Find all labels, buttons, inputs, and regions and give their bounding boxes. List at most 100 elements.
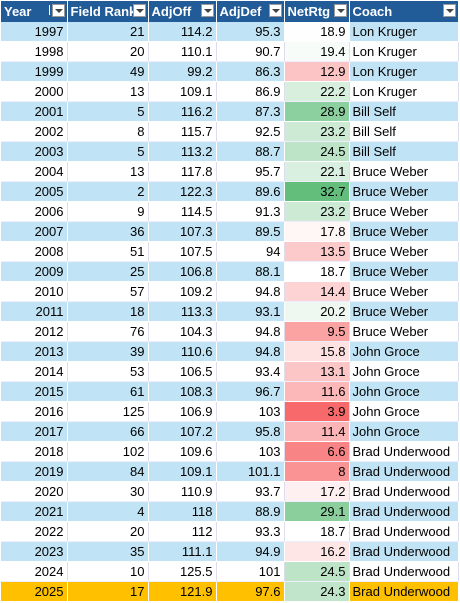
table-cell: Lon Kruger xyxy=(349,41,459,62)
table-row: 2022 20 112 93.3 18.7 Brad Underwood xyxy=(1,521,459,542)
table-row: 2014 53 106.5 93.4 13.1 John Groce xyxy=(1,361,459,382)
table-cell: 97.6 xyxy=(216,581,285,602)
table-cell: 2003 xyxy=(1,141,68,162)
filter-button[interactable] xyxy=(132,4,146,17)
header-label: NetRtg xyxy=(287,4,331,19)
table-cell: Bruce Weber xyxy=(349,161,459,182)
header-row: Year Field Rank AdjOff AdjDef NetRtg Coach xyxy=(1,1,459,22)
netrtg-cell: 12.9 xyxy=(284,61,350,82)
filter-button[interactable] xyxy=(200,4,214,17)
filter-button[interactable] xyxy=(442,4,456,17)
table-cell: 109.1 xyxy=(148,81,217,102)
table-cell: 89.5 xyxy=(216,221,285,242)
table-cell: Bruce Weber xyxy=(349,241,459,262)
column-header: Field Rank xyxy=(67,1,149,22)
table-cell: Brad Underwood xyxy=(349,481,459,502)
table-row: 2018 102 109.6 103 6.6 Brad Underwood xyxy=(1,441,459,462)
netrtg-cell: 18.9 xyxy=(284,22,350,42)
table-cell: 84 xyxy=(67,461,149,482)
table-cell: 94.9 xyxy=(216,541,285,562)
netrtg-cell: 29.1 xyxy=(284,501,350,522)
table-cell: 2017 xyxy=(1,421,68,442)
table-row: 2009 25 106.8 88.1 18.7 Bruce Weber xyxy=(1,261,459,282)
table-cell: Brad Underwood xyxy=(349,461,459,482)
netrtg-cell: 32.7 xyxy=(284,181,350,202)
table-cell: 106.5 xyxy=(148,361,217,382)
netrtg-cell: 15.8 xyxy=(284,341,350,362)
sort-indicator xyxy=(48,5,50,15)
table-cell: Bruce Weber xyxy=(349,281,459,302)
netrtg-cell: 14.4 xyxy=(284,281,350,302)
netrtg-cell: 18.7 xyxy=(284,521,350,542)
table-row: 2025 17 121.9 97.6 24.3 Brad Underwood xyxy=(1,581,459,602)
netrtg-cell: 6.6 xyxy=(284,441,350,462)
table-cell: 125 xyxy=(67,401,149,422)
table-cell: 86.9 xyxy=(216,81,285,102)
table-cell: 21 xyxy=(67,22,149,42)
table-cell: 108.3 xyxy=(148,381,217,402)
table-cell: 94.8 xyxy=(216,341,285,362)
table-cell: Brad Underwood xyxy=(349,541,459,562)
table-cell: 113.3 xyxy=(148,301,217,322)
table-cell: 2008 xyxy=(1,241,68,262)
table-cell: 57 xyxy=(67,281,149,302)
table-row: 2020 30 110.9 93.7 17.2 Brad Underwood xyxy=(1,481,459,502)
table-cell: Bill Self xyxy=(349,141,459,162)
filter-button[interactable] xyxy=(268,4,282,17)
table-cell: 2004 xyxy=(1,161,68,182)
table-cell: 122.3 xyxy=(148,181,217,202)
table-cell: John Groce xyxy=(349,361,459,382)
table-cell: 66 xyxy=(67,421,149,442)
netrtg-cell: 19.4 xyxy=(284,41,350,62)
table-cell: 99.2 xyxy=(148,61,217,82)
table-cell: 112 xyxy=(148,521,217,542)
table-cell: 115.7 xyxy=(148,121,217,142)
table-cell: 93.3 xyxy=(216,521,285,542)
table-cell: 117.8 xyxy=(148,161,217,182)
table-cell: 25 xyxy=(67,261,149,282)
column-header: NetRtg xyxy=(284,1,350,22)
table-cell: 95.8 xyxy=(216,421,285,442)
table-row: 2017 66 107.2 95.8 11.4 John Groce xyxy=(1,421,459,442)
table-row: 2008 51 107.5 94 13.5 Bruce Weber xyxy=(1,241,459,262)
table-cell: 110.1 xyxy=(148,41,217,62)
table-row: 1999 49 99.2 86.3 12.9 Lon Kruger xyxy=(1,61,459,82)
filter-button[interactable] xyxy=(51,4,65,17)
table-cell: 2002 xyxy=(1,121,68,142)
table-cell: 107.3 xyxy=(148,221,217,242)
table-cell: 90.7 xyxy=(216,41,285,62)
table-cell: 2020 xyxy=(1,481,68,502)
table-cell: Brad Underwood xyxy=(349,441,459,462)
table-cell: Lon Kruger xyxy=(349,81,459,102)
netrtg-cell: 11.6 xyxy=(284,381,350,402)
table-cell: 114.2 xyxy=(148,22,217,42)
table-cell: Bill Self xyxy=(349,121,459,142)
table-cell: 2015 xyxy=(1,381,68,402)
netrtg-cell: 11.4 xyxy=(284,421,350,442)
filter-button[interactable] xyxy=(333,4,347,17)
table-cell: 10 xyxy=(67,561,149,582)
table-cell: 4 xyxy=(67,501,149,522)
table-row: 2019 84 109.1 101.1 8 Brad Underwood xyxy=(1,461,459,482)
netrtg-cell: 9.5 xyxy=(284,321,350,342)
netrtg-cell: 23.2 xyxy=(284,201,350,222)
table-cell: 95.3 xyxy=(216,22,285,42)
table-cell: John Groce xyxy=(349,401,459,422)
table-cell: 113.2 xyxy=(148,141,217,162)
table-cell: 1999 xyxy=(1,61,68,82)
table-cell: 2024 xyxy=(1,561,68,582)
table-cell: 2005 xyxy=(1,181,68,202)
table-cell: 9 xyxy=(67,201,149,222)
table-cell: Bruce Weber xyxy=(349,301,459,322)
table-cell: 103 xyxy=(216,441,285,462)
table-cell: Bill Self xyxy=(349,101,459,122)
table-cell: 94 xyxy=(216,241,285,262)
table-cell: 93.1 xyxy=(216,301,285,322)
table-cell: 101 xyxy=(216,561,285,582)
table-cell: Brad Underwood xyxy=(349,501,459,522)
table-row: 2006 9 114.5 91.3 23.2 Bruce Weber xyxy=(1,201,459,222)
netrtg-cell: 22.2 xyxy=(284,81,350,102)
